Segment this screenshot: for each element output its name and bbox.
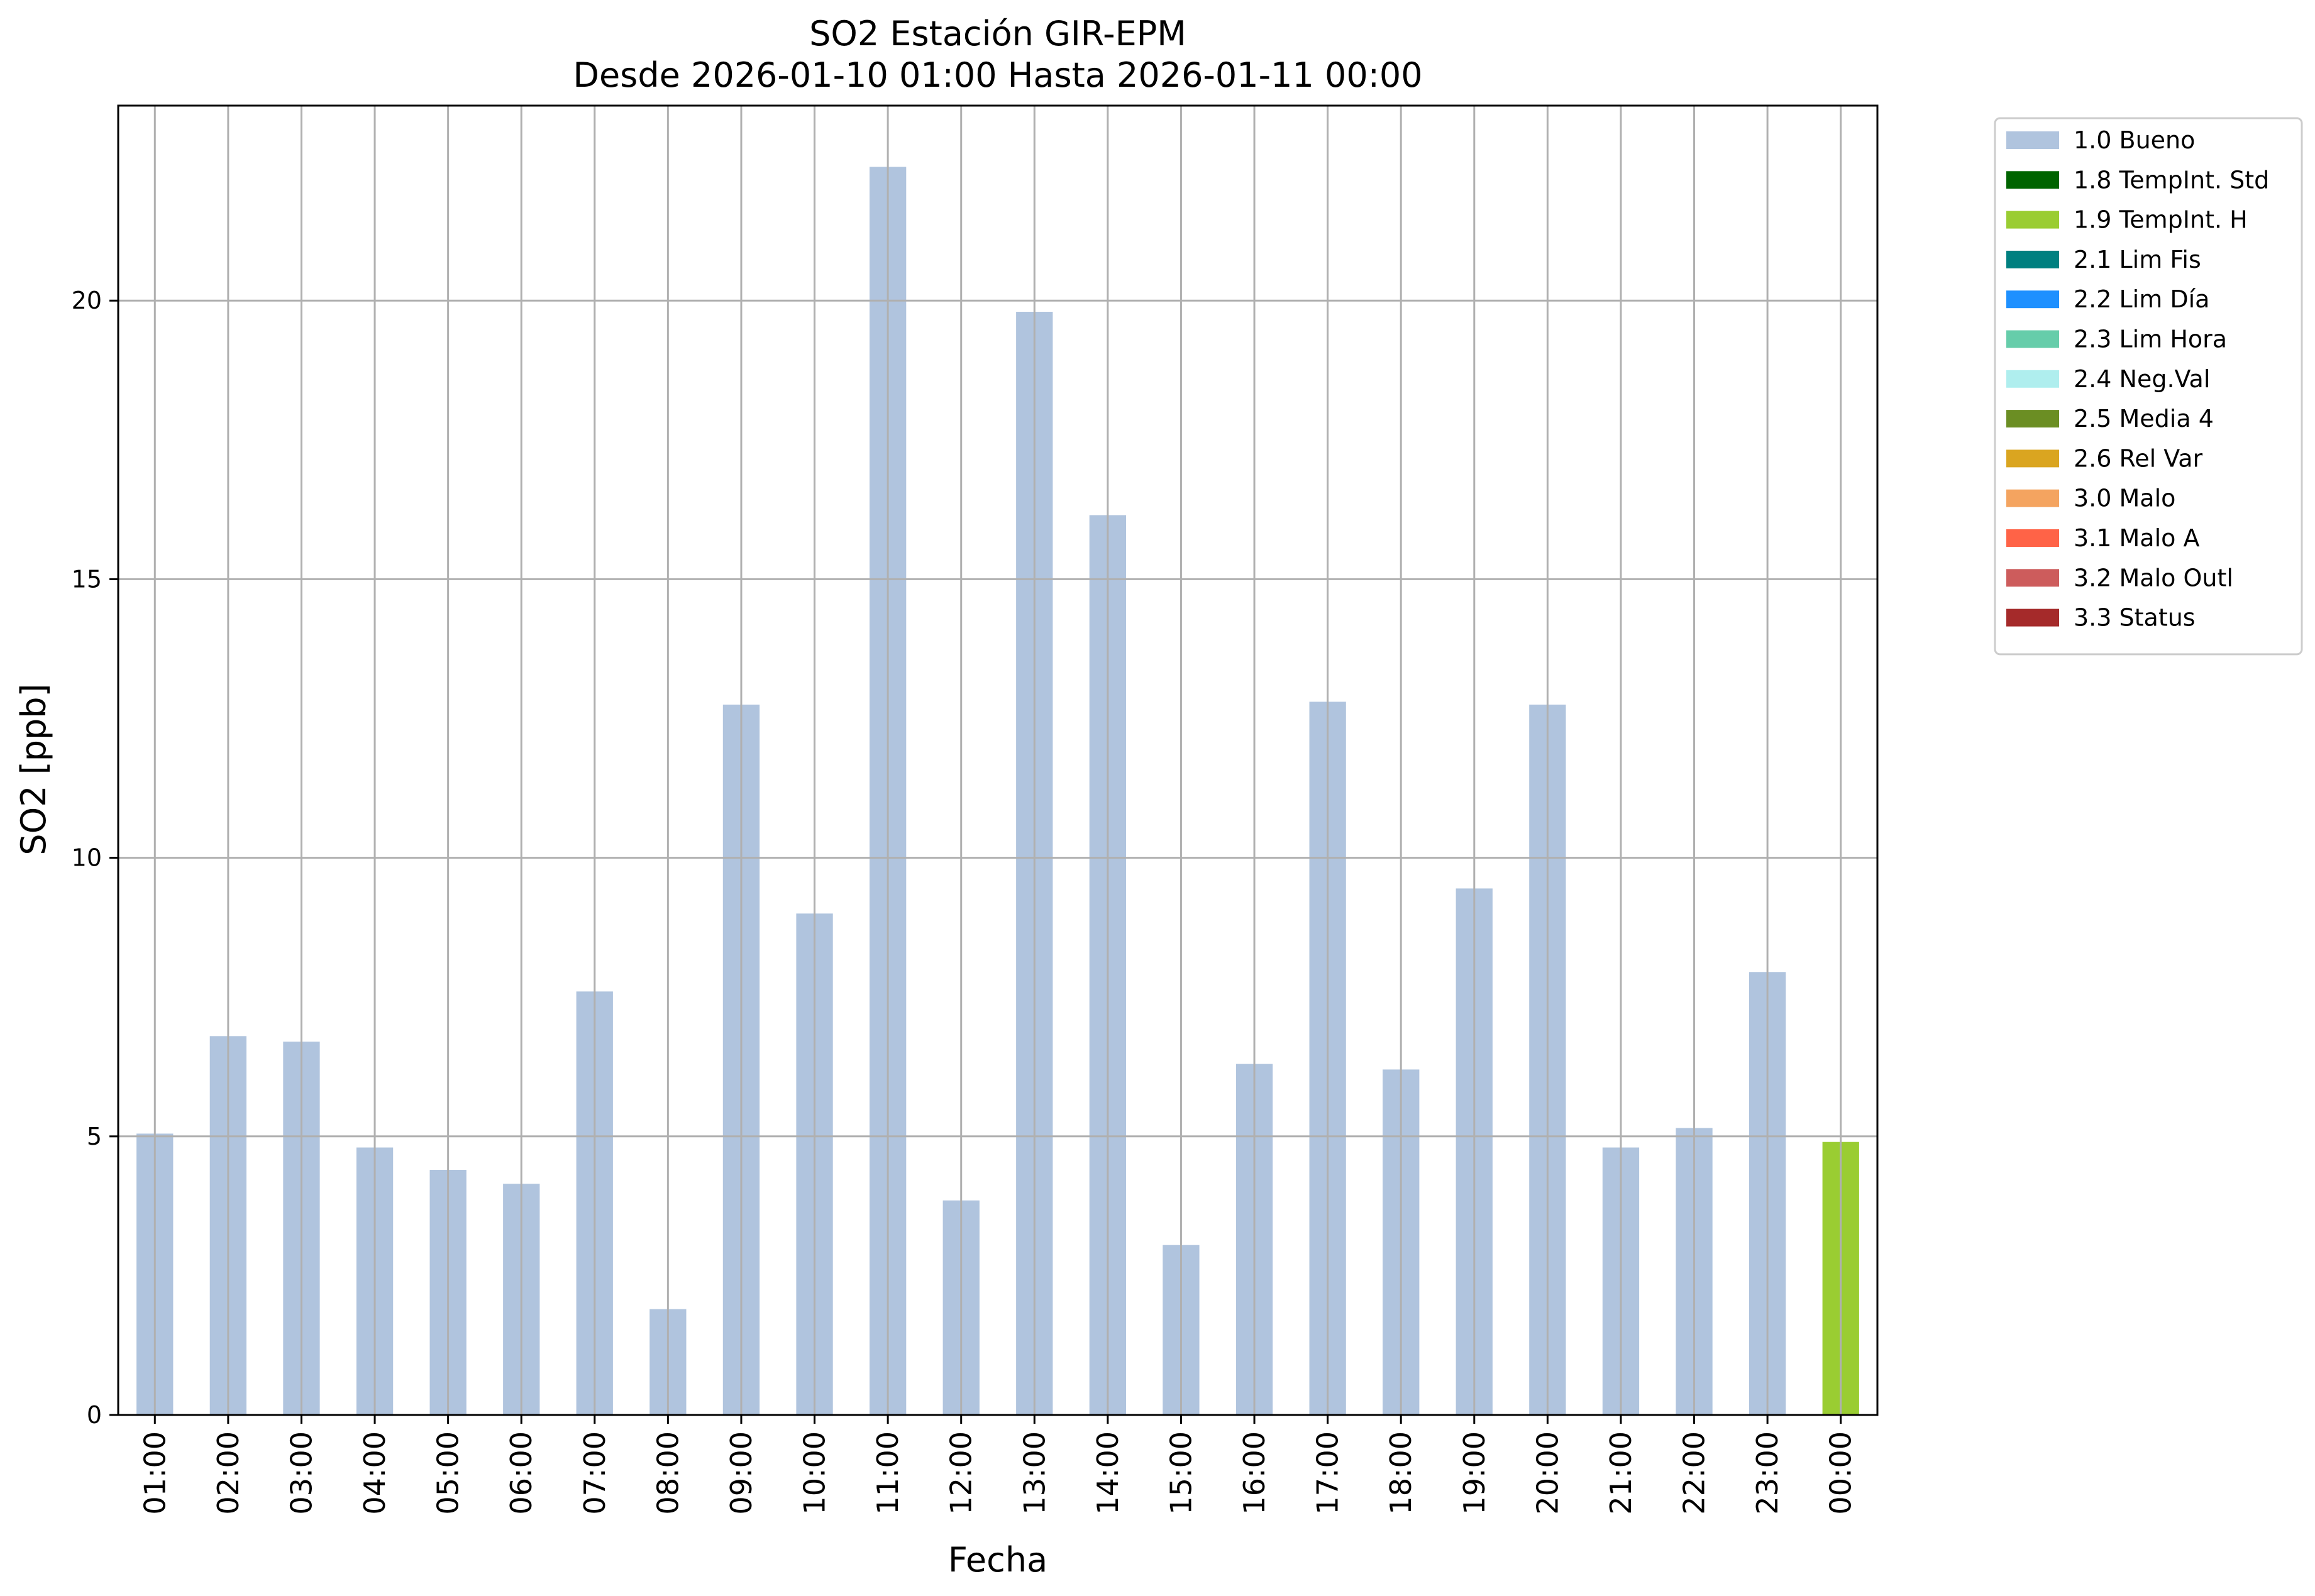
legend-label: 3.2 Malo Outl	[2074, 564, 2233, 592]
x-tick-label: 03:00	[285, 1431, 319, 1515]
legend-swatch	[2006, 131, 2059, 149]
x-tick-label: 19:00	[1457, 1431, 1491, 1515]
legend: 1.0 Bueno 1.8 TempInt. Std 1.9 TempInt. H 2…	[1994, 117, 2303, 656]
x-tick-label: 04:00	[358, 1431, 392, 1515]
legend-swatch	[2006, 410, 2059, 428]
legend-label: 2.5 Media 4	[2074, 405, 2214, 432]
x-axis-label: Fecha	[948, 1540, 1047, 1580]
x-tick-label: 05:00	[431, 1431, 465, 1515]
legend-swatch	[2006, 569, 2059, 587]
x-tick-label: 00:00	[1824, 1431, 1858, 1515]
legend-label: 1.0 Bueno	[2074, 126, 2195, 154]
y-tick-label: 10	[72, 844, 102, 872]
x-tick-label: 12:00	[944, 1431, 978, 1515]
x-tick-label: 14:00	[1091, 1431, 1125, 1515]
legend-swatch	[2006, 171, 2059, 189]
legend-swatch	[2006, 529, 2059, 547]
x-tick-label: 15:00	[1164, 1431, 1198, 1515]
legend-label: 1.9 TempInt. H	[2074, 206, 2248, 234]
legend-swatch	[2006, 211, 2059, 229]
legend-label: 2.2 Lim Día	[2074, 285, 2209, 313]
legend-swatch	[2006, 370, 2059, 388]
x-tick-label: 17:00	[1311, 1431, 1345, 1515]
x-tick-label: 20:00	[1530, 1431, 1564, 1515]
legend-swatch	[2006, 250, 2059, 268]
x-tick-label: 07:00	[578, 1431, 612, 1515]
legend-swatch	[2006, 330, 2059, 348]
legend-label: 2.6 Rel Var	[2074, 444, 2203, 472]
x-tick-label: 22:00	[1677, 1431, 1711, 1515]
y-tick-label: 5	[87, 1123, 102, 1150]
legend-label: 2.1 Lim Fis	[2074, 246, 2201, 273]
x-tick-label: 01:00	[138, 1431, 172, 1515]
x-tick-label: 13:00	[1017, 1431, 1051, 1515]
x-tick-label: 18:00	[1384, 1431, 1418, 1515]
legend-swatch	[2006, 608, 2059, 627]
x-tick-label: 23:00	[1750, 1431, 1784, 1515]
plot-frame	[117, 104, 1879, 1416]
x-tick-label: 09:00	[724, 1431, 758, 1515]
chart-title-line-1: SO2 Estación GIR-EPM	[809, 14, 1186, 53]
x-tick-label: 10:00	[798, 1431, 832, 1515]
x-tick-label: 21:00	[1604, 1431, 1638, 1515]
y-tick-label: 20	[72, 287, 102, 314]
legend-label: 3.1 Malo A	[2074, 524, 2199, 552]
legend-label: 2.3 Lim Hora	[2074, 326, 2227, 353]
legend-box	[1994, 117, 2303, 656]
legend-label: 3.0 Malo	[2074, 485, 2175, 512]
legend-label: 3.3 Status	[2074, 604, 2196, 632]
legend-swatch	[2006, 489, 2059, 507]
x-tick-label: 02:00	[211, 1431, 245, 1515]
x-tick-label: 08:00	[651, 1431, 685, 1515]
legend-label: 2.4 Neg.Val	[2074, 365, 2210, 393]
grid-lines-overlay	[118, 106, 1877, 1416]
chart-title-line-2: Desde 2026-01-10 01:00 Hasta 2026-01-11 …	[573, 55, 1422, 95]
y-axis-label: SO2 [ppb]	[14, 683, 53, 855]
axes: 0 5 10 15 20 01:00 02:00 03:00 04:00 05:00 06:00 07…	[72, 104, 1879, 1515]
y-tick-label: 15	[72, 565, 102, 593]
y-tick-label: 0	[87, 1401, 102, 1429]
legend-swatch	[2006, 290, 2059, 309]
x-tick-label: 16:00	[1237, 1431, 1271, 1515]
legend-label: 1.8 TempInt. Std	[2074, 166, 2269, 194]
legend-swatch	[2006, 449, 2059, 468]
x-tick-label: 11:00	[871, 1431, 905, 1515]
x-tick-label: 06:00	[504, 1431, 538, 1515]
